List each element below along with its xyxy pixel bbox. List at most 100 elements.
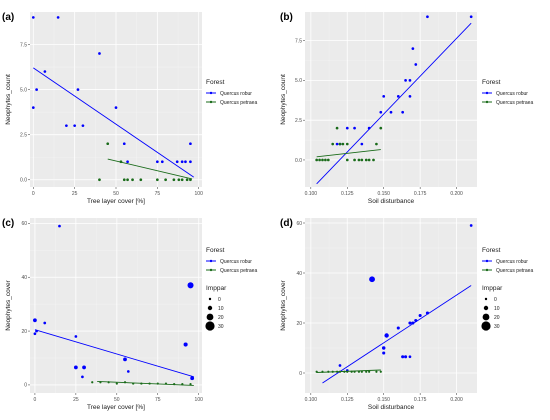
legend-key-point <box>485 91 489 95</box>
data-point-robur <box>426 15 429 19</box>
data-point-robur <box>401 355 405 359</box>
data-layer <box>33 224 195 386</box>
plot-background <box>305 218 477 393</box>
x-tick-label: 25 <box>73 397 79 403</box>
legend-label: Quercus robur <box>220 259 252 265</box>
data-point-petraea <box>318 158 321 162</box>
x-tick-label: 0.100 <box>305 397 318 403</box>
legend-label: Quercus robur <box>496 91 528 97</box>
legend-size: Imppar 0 10 20 30 <box>481 285 503 331</box>
legend-title: Forest <box>482 247 501 254</box>
legend-size-key <box>481 321 491 331</box>
legend-size-key <box>484 297 488 301</box>
data-point-petraea <box>379 370 382 373</box>
data-point-robur <box>190 376 195 381</box>
data-point-robur <box>384 333 389 338</box>
x-tick-label: 0.175 <box>414 191 427 197</box>
data-point-robur <box>408 355 412 359</box>
legend-forest: Forest Quercus robur Quercus petraea <box>482 247 533 274</box>
legend-title: Forest <box>482 79 501 86</box>
data-point-petraea <box>139 178 143 182</box>
series-robur <box>31 16 194 178</box>
legend-key-point <box>485 268 489 272</box>
x-tick-label: 0.100 <box>305 191 318 197</box>
data-point-robur <box>189 142 192 146</box>
panel-d: (d) 0.100 0.125 0.150 0.175 0.200 0 20 40 60 Soil … <box>280 218 533 411</box>
legend-size-label: 30 <box>218 324 224 330</box>
data-layer <box>315 15 473 185</box>
x-tick-label: 0.200 <box>450 191 463 197</box>
data-point-petraea <box>315 158 319 162</box>
data-point-petraea <box>375 142 378 146</box>
series-robur <box>33 224 195 381</box>
data-layer <box>31 16 194 182</box>
x-tick-label: 100 <box>195 191 204 197</box>
data-point-robur <box>187 282 194 289</box>
legend-label: Quercus petraea <box>496 100 533 106</box>
data-point-petraea <box>324 158 327 162</box>
x-tick-label: 0 <box>34 397 37 403</box>
data-point-petraea <box>126 178 129 182</box>
legend-size-key <box>206 313 214 321</box>
x-tick-label: 0.200 <box>450 397 463 403</box>
data-point-petraea <box>331 142 335 146</box>
legend-size-title: Imppar <box>206 285 227 292</box>
legend-size-label: 10 <box>494 306 500 312</box>
data-point-petraea <box>91 381 94 384</box>
x-tick-label: 0.125 <box>341 397 354 403</box>
data-point-robur <box>73 365 78 370</box>
legend-size-key <box>482 313 490 321</box>
y-tick-label: 2.5 <box>20 132 27 138</box>
y-tick-label: 20 <box>21 329 27 335</box>
data-point-robur <box>401 110 405 114</box>
data-point-petraea <box>345 142 349 146</box>
legend-size-key <box>207 305 213 311</box>
data-point-robur <box>31 16 35 19</box>
data-point-petraea <box>122 178 126 182</box>
data-point-robur <box>98 52 101 55</box>
data-point-petraea <box>365 370 368 373</box>
y-tick-label: 0.0 <box>20 178 27 184</box>
data-point-robur <box>33 318 37 323</box>
data-point-petraea <box>368 370 371 373</box>
data-point-robur <box>414 63 418 66</box>
series-petraea <box>91 380 194 386</box>
y-tick-label: 0.0 <box>295 158 302 164</box>
data-point-robur <box>411 47 415 50</box>
y-tick-label: 2.5 <box>295 118 302 124</box>
data-point-robur <box>408 79 412 82</box>
fit-line-robur <box>33 67 194 178</box>
y-tick-label: 7.5 <box>295 38 302 44</box>
y-tick-label: 7.5 <box>20 42 27 48</box>
data-point-robur <box>180 160 184 164</box>
data-point-robur <box>408 321 412 325</box>
data-point-robur <box>469 224 473 227</box>
legend-label: Quercus robur <box>496 259 528 265</box>
legend-size-label: 10 <box>218 306 224 312</box>
data-point-petraea <box>177 178 181 182</box>
series-petraea <box>315 126 383 162</box>
legend-title: Forest <box>206 79 225 86</box>
legend-key-point <box>209 100 213 104</box>
y-tick-label: 5.0 <box>295 78 302 84</box>
legend-size-label: 0 <box>218 297 221 303</box>
y-tick-label: 5.0 <box>20 87 27 93</box>
data-point-petraea <box>372 158 375 162</box>
legend-forest: Forest Quercus robur Quercus petraea <box>206 247 257 274</box>
x-tick-label: 0.150 <box>377 397 390 403</box>
x-axis-title: Soil disturbance <box>368 198 415 205</box>
data-point-robur <box>122 142 126 146</box>
x-tick-label: 25 <box>72 191 78 197</box>
data-point-petraea <box>115 382 118 385</box>
data-point-robur <box>35 88 38 91</box>
y-tick-label: 60 <box>21 221 27 227</box>
data-point-robur <box>382 94 386 98</box>
x-tick-label: 50 <box>113 191 119 197</box>
data-point-petraea <box>338 142 342 146</box>
data-point-petraea <box>379 126 383 130</box>
legend-size-label: 20 <box>218 315 224 321</box>
data-point-robur <box>404 355 408 359</box>
data-point-petraea <box>164 178 167 182</box>
